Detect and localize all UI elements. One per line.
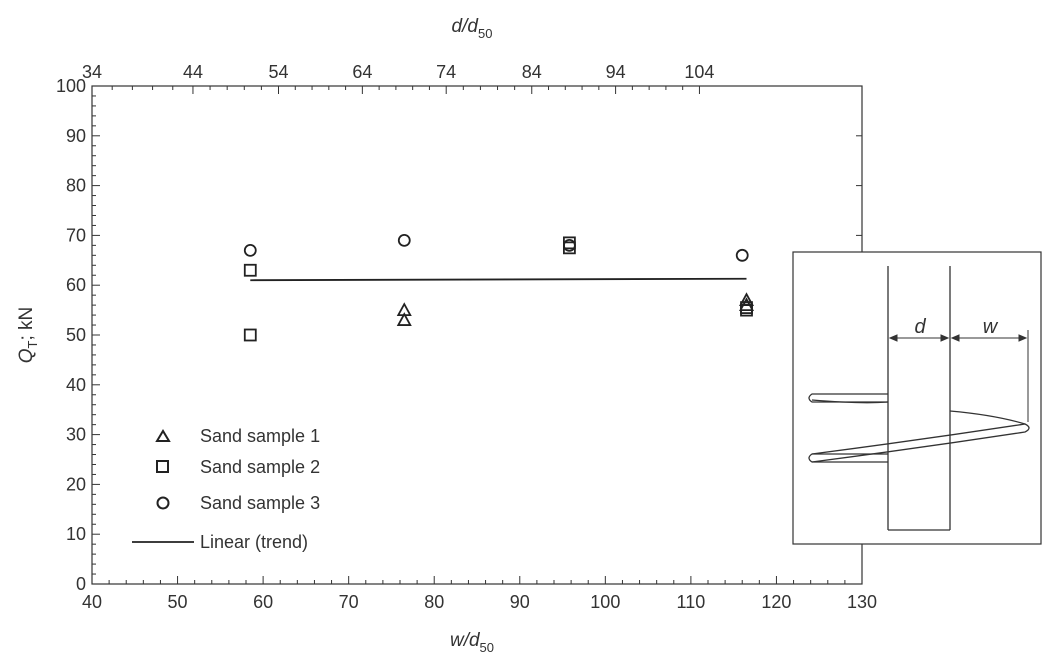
legend-label-sample-3: Sand sample 3 bbox=[200, 493, 320, 513]
y-tick-label: 80 bbox=[66, 176, 86, 196]
y-tick-label: 90 bbox=[66, 126, 86, 146]
y-tick-label: 60 bbox=[66, 275, 86, 295]
x-axis-title: w/d50 bbox=[450, 630, 494, 654]
y-tick-label: 10 bbox=[66, 524, 86, 544]
inset-label-d: d bbox=[914, 316, 926, 338]
x2-tick-label: 94 bbox=[606, 62, 626, 82]
y-tick-label: 20 bbox=[66, 474, 86, 494]
data-point-series-2 bbox=[740, 303, 753, 317]
tick-labels: 40 50 60 70 80 90 100 110 120 130 0 10 20 30 40 50 60 70 8… bbox=[56, 62, 877, 612]
dimension-lines bbox=[888, 330, 1029, 422]
x-tick-label: 50 bbox=[168, 592, 188, 612]
legend-triangle-icon bbox=[155, 429, 171, 442]
shaft bbox=[887, 266, 951, 531]
top-axis-title: d/d50 bbox=[452, 16, 493, 41]
x2-tick-label: 64 bbox=[352, 62, 372, 82]
x-tick-label: 130 bbox=[847, 592, 877, 612]
inset-frame bbox=[792, 251, 1042, 545]
y-tick-label: 40 bbox=[66, 375, 86, 395]
legend-label-sample-2: Sand sample 2 bbox=[200, 457, 320, 477]
x2-tick-label: 104 bbox=[684, 62, 714, 82]
data-point-series-1 bbox=[396, 312, 412, 326]
data-markers bbox=[243, 233, 755, 342]
x2-tick-label: 84 bbox=[522, 62, 542, 82]
x-tick-label: 40 bbox=[82, 592, 102, 612]
x-tick-label: 70 bbox=[339, 592, 359, 612]
x-tick-label: 110 bbox=[677, 592, 706, 612]
x-tick-label: 90 bbox=[510, 592, 530, 612]
y-tick-label: 30 bbox=[66, 425, 86, 445]
data-point-series-3 bbox=[563, 238, 576, 252]
data-point-series-3 bbox=[735, 248, 749, 262]
x2-tick-label: 54 bbox=[268, 62, 288, 82]
legend-square-icon bbox=[156, 460, 169, 473]
legend-circle-icon bbox=[156, 496, 170, 510]
y-axis-title: QT; kN bbox=[16, 307, 40, 364]
data-point-series-2 bbox=[243, 263, 257, 277]
x2-tick-label: 74 bbox=[436, 62, 456, 82]
x2-tick-label: 34 bbox=[82, 62, 102, 82]
data-point-series-3 bbox=[397, 233, 411, 247]
x-tick-label: 80 bbox=[424, 592, 444, 612]
legend: Sand sample 1 Sand sample 2 Sand sample … bbox=[132, 426, 320, 552]
inset-label-w: w bbox=[983, 316, 999, 338]
x-tick-label: 120 bbox=[761, 592, 791, 612]
y-tick-label: 50 bbox=[66, 325, 86, 345]
x2-tick-label: 44 bbox=[183, 62, 203, 82]
x-tick-label: 60 bbox=[253, 592, 273, 612]
y-tick-label: 70 bbox=[66, 225, 86, 245]
data-point-series-2 bbox=[243, 328, 257, 342]
data-point-series-3 bbox=[243, 243, 257, 257]
legend-label-trend: Linear (trend) bbox=[200, 532, 308, 552]
inset-diagram: d w bbox=[792, 251, 1042, 545]
trend-line bbox=[250, 277, 747, 282]
legend-label-sample-1: Sand sample 1 bbox=[200, 426, 320, 446]
y-tick-label: 0 bbox=[76, 574, 86, 594]
helix-plates bbox=[808, 393, 1030, 463]
y-tick-label: 100 bbox=[56, 76, 86, 96]
x-tick-label: 100 bbox=[590, 592, 620, 612]
